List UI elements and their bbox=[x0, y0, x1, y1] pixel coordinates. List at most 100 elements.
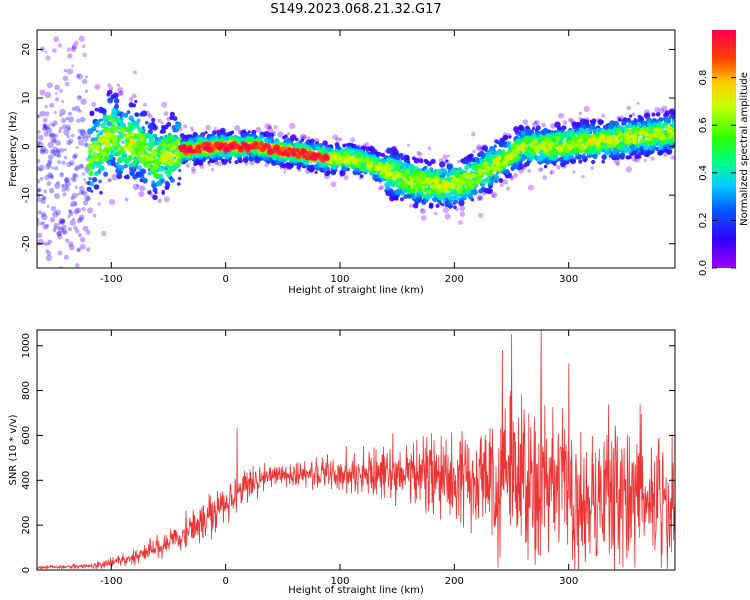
spectrogram-cell bbox=[203, 141, 209, 147]
spectrogram-cell bbox=[631, 112, 636, 117]
spectrogram-cell bbox=[234, 125, 241, 132]
spectrogram-cell bbox=[62, 230, 67, 234]
spectrogram-cell bbox=[150, 166, 155, 172]
spectrogram-cell bbox=[295, 153, 302, 160]
spectrogram-cell bbox=[263, 137, 268, 143]
spectrogram-cell bbox=[169, 111, 175, 117]
spectrogram-cell bbox=[169, 147, 174, 152]
y-tick-label: 10 bbox=[21, 92, 32, 105]
spectrogram-cell bbox=[37, 134, 44, 141]
spectrogram-cell bbox=[167, 169, 172, 174]
spectrogram-cell bbox=[482, 168, 487, 174]
spectrogram-cell bbox=[347, 155, 353, 161]
spectrogram-cell bbox=[64, 178, 69, 183]
spectrogram-cell bbox=[394, 171, 399, 175]
spectrogram-cell bbox=[37, 232, 43, 238]
spectrogram-cell bbox=[107, 97, 114, 104]
spectrogram-cell bbox=[75, 146, 79, 150]
spectrogram-cell bbox=[597, 150, 602, 154]
y-tick-label: -10 bbox=[21, 187, 32, 203]
spectrogram-cell bbox=[50, 176, 54, 180]
spectrogram-cell bbox=[147, 190, 152, 195]
spectrogram-cell bbox=[396, 164, 401, 169]
snr-frame bbox=[36, 329, 676, 571]
spectrogram-cell bbox=[253, 150, 257, 154]
spectrogram-cell bbox=[391, 171, 395, 175]
spectrogram-cell bbox=[64, 176, 71, 183]
spectrogram-cell bbox=[138, 150, 145, 157]
spectrogram-cell bbox=[602, 138, 608, 144]
spectrogram-cell bbox=[58, 217, 65, 224]
spectrogram-cell bbox=[608, 123, 613, 129]
spectrogram-cell bbox=[587, 137, 594, 145]
spectrogram-cell bbox=[569, 131, 575, 137]
spectrogram-cell bbox=[57, 250, 63, 256]
spectrogram-cell bbox=[435, 172, 440, 177]
spectrogram-cell bbox=[46, 82, 53, 89]
spectrogram-cell bbox=[575, 131, 579, 135]
spectrogram-cell bbox=[493, 144, 497, 148]
spectrogram-cell bbox=[391, 174, 398, 181]
spectrogram-cell bbox=[542, 175, 548, 180]
spectrogram-cell bbox=[37, 217, 40, 223]
spectrogram-cell bbox=[51, 149, 56, 154]
spectrogram-cell bbox=[406, 143, 410, 147]
spectrogram-cell bbox=[641, 142, 646, 147]
spectrogram-cell bbox=[464, 164, 470, 170]
spectrogram-cell bbox=[533, 144, 538, 148]
spectrogram-cell bbox=[313, 152, 318, 157]
spectrogram-cell bbox=[453, 205, 457, 209]
spectrogram-cell bbox=[671, 138, 675, 142]
spectrogram-cell bbox=[165, 151, 171, 157]
spectrogram-cell bbox=[658, 107, 665, 114]
spectrogram-cell bbox=[59, 147, 65, 153]
spectrogram-cell bbox=[626, 118, 631, 123]
spectrogram-cell bbox=[508, 135, 512, 139]
spectrogram-cell bbox=[527, 168, 532, 173]
spectrogram-cell bbox=[627, 124, 632, 129]
snr-x-axis: -100 0 100 200 300 bbox=[100, 330, 578, 587]
spectrogram-cell bbox=[142, 102, 147, 107]
spectrogram-cell bbox=[80, 237, 86, 243]
spectrogram-cell bbox=[40, 211, 47, 218]
spectrogram-cell bbox=[425, 160, 429, 164]
spectrogram-cell bbox=[166, 122, 172, 127]
spectrogram-cell bbox=[430, 158, 436, 165]
spectrogram-cell bbox=[267, 139, 272, 144]
spectrogram-cell bbox=[478, 188, 483, 194]
spectrogram-cell bbox=[542, 128, 548, 134]
spectrogram-cell bbox=[314, 170, 318, 174]
spectrogram-cell bbox=[69, 219, 76, 226]
spectrogram-cell bbox=[91, 102, 97, 107]
snr-panel: -100 0 100 200 300 0 200 400 600 800 1000 Height … bbox=[8, 329, 676, 596]
figure-title: S149.2023.068.21.32.G17 bbox=[270, 2, 441, 17]
spectrogram-cell bbox=[501, 149, 506, 154]
spectrogram-cell bbox=[153, 163, 159, 169]
spectrogram-cell bbox=[655, 123, 659, 128]
spectrogram-cell bbox=[534, 120, 540, 125]
spectrogram-cell bbox=[204, 131, 208, 135]
x-tick-label: 300 bbox=[559, 576, 578, 587]
spectrogram-cell bbox=[99, 166, 103, 171]
spectrogram-cell bbox=[556, 165, 561, 170]
spectrogram-cell bbox=[578, 133, 584, 139]
spectrogram-cell bbox=[164, 180, 170, 186]
spectrogram-cell bbox=[302, 154, 306, 158]
spectrogram-cell bbox=[478, 196, 482, 201]
spectrogram-cell bbox=[66, 68, 73, 75]
spectrogram-cell bbox=[523, 151, 529, 157]
spectrogram-cell bbox=[63, 129, 70, 136]
spectrogram-cell bbox=[54, 182, 61, 189]
spectrogram-cell bbox=[466, 174, 471, 179]
spectrogram-cell bbox=[216, 129, 220, 133]
spectrogram-cell bbox=[583, 130, 588, 135]
spectrogram-cell bbox=[601, 113, 606, 118]
spectrogram-cell bbox=[63, 68, 68, 73]
spectrogram-cell bbox=[537, 167, 543, 172]
spectrogram-cell bbox=[370, 164, 374, 168]
spectrogram-cell bbox=[66, 47, 72, 52]
spectrogram-cell bbox=[61, 118, 66, 123]
spectrogram-cell bbox=[298, 162, 301, 165]
spectrogram-cell bbox=[136, 113, 140, 117]
